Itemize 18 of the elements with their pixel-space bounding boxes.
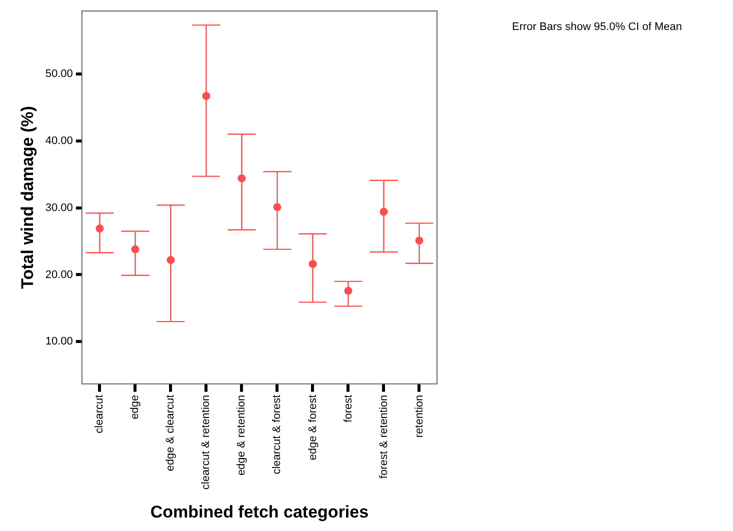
x-tick-label: clearcut & retention (200, 394, 212, 490)
y-tick-label: 30.00 (45, 202, 73, 214)
y-tick-label: 50.00 (45, 68, 73, 80)
x-tick-label: forest & retention (378, 394, 390, 479)
y-tick-label: 10.00 (45, 336, 73, 348)
y-tick-label: 40.00 (45, 134, 73, 147)
x-tick-label: edge & clearcut (164, 394, 177, 472)
x-tick-label: retention (413, 394, 426, 438)
y-tick-label: 20.00 (45, 268, 73, 281)
text: Error Bars show 95.0% CI of Mean (512, 21, 682, 33)
x-tick-label: clearcut (94, 394, 106, 434)
x-tick-label: edge (129, 394, 142, 420)
x-axis-title: Combined fetch categories (150, 502, 369, 522)
x-tick-label: edge & retention (236, 394, 248, 476)
x-tick-label: clearcut & forest (271, 394, 284, 474)
x-tick-label: edge & forest (306, 394, 319, 460)
y-axis-title: Total wind damage (%) (18, 106, 37, 289)
x-tick-label: forest (342, 394, 354, 422)
